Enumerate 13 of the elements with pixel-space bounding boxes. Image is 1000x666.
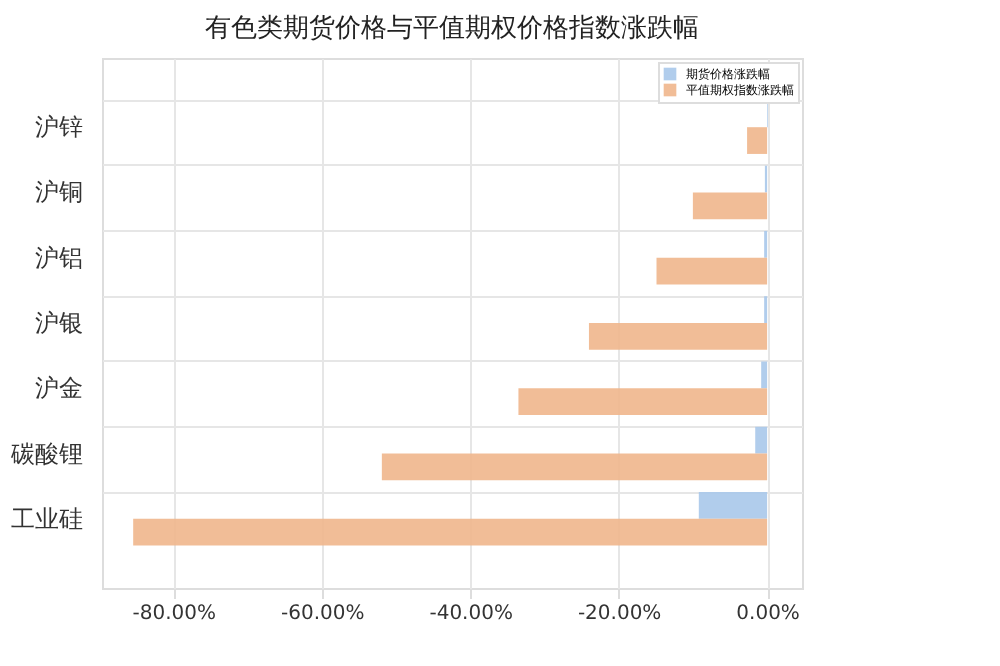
chart-title: 有色类期货价格与平值期权价格指数涨跌幅 [205,14,699,44]
y-tick-label: 沪银 [35,309,83,337]
x-tick-label: -80.00% [132,603,217,625]
x-tick-label: 0.00% [736,603,800,625]
y-tick-label: 沪锌 [35,113,83,142]
y-tick-label: 碳酸锂 [9,439,83,468]
y-tick-label: 工业硅 [11,504,83,533]
y-tick-label: 沪金 [35,374,83,403]
x-tick-label: -60.00% [280,603,365,625]
x-tick-label: -20.00% [577,603,662,625]
x-tick-label: -40.00% [429,603,513,625]
y-tick-label: 沪铜 [35,178,83,207]
y-tick-label: 沪铝 [35,243,83,272]
